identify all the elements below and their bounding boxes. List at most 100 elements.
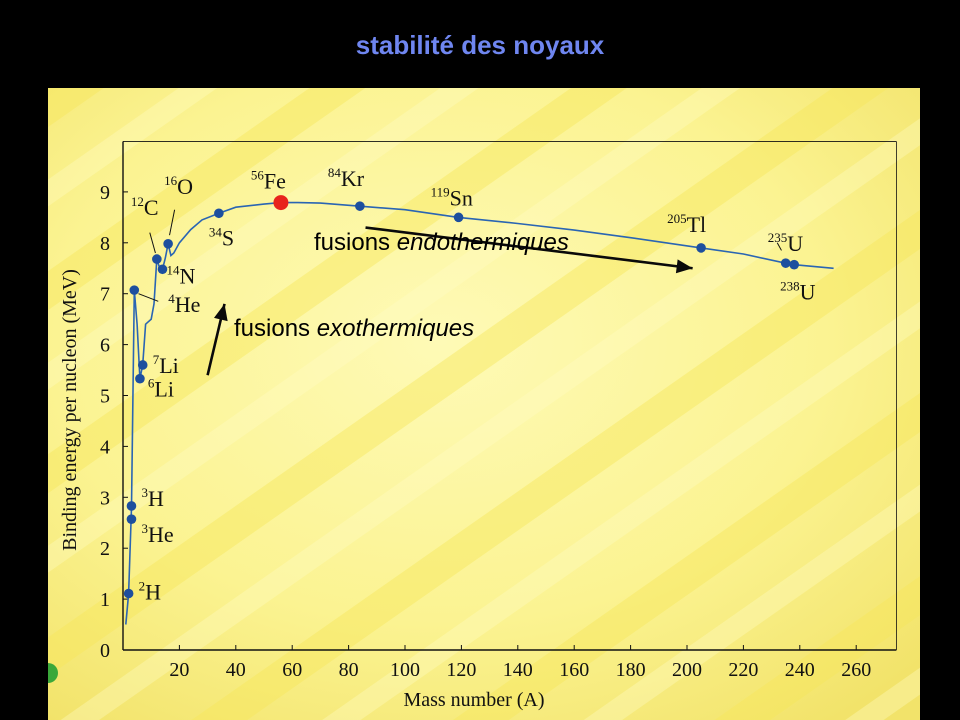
element-symbol: Tl <box>687 212 707 237</box>
mass-number: 4 <box>168 291 175 306</box>
element-symbol: H <box>145 580 161 605</box>
x-tick-label: 80 <box>339 659 359 681</box>
nuclide-point-7Li <box>137 360 148 370</box>
x-tick-label: 140 <box>503 659 533 681</box>
x-tick-label: 120 <box>446 659 476 681</box>
nuclide-label-4He: 4He <box>168 291 200 317</box>
x-tick-label: 100 <box>390 659 420 681</box>
element-symbol: Kr <box>341 166 365 191</box>
mass-number: 34 <box>209 224 223 239</box>
chart-photo: 0 1 2 3 4 5 6 7 8 9 20 40 60 80 100 120 140 160 180 200 220 2… <box>48 88 920 720</box>
endothermic-label: fusions endothermiques <box>314 229 569 256</box>
mass-number: 3 <box>141 521 148 536</box>
nuclide-point-119Sn <box>453 212 464 223</box>
nuclide-point-4He <box>129 285 140 295</box>
nuclide-label-84Kr: 84Kr <box>328 165 365 191</box>
nuclide-label-235U: 235U <box>768 230 804 256</box>
nuclide-point-34S <box>214 208 224 219</box>
element-symbol: He <box>175 292 201 317</box>
slide-title: stabilité des noyaux <box>355 30 605 60</box>
element-symbol: Li <box>159 353 179 378</box>
nuclide-label-3H: 3H <box>141 485 164 511</box>
element-symbol: Fe <box>264 169 286 194</box>
x-tick-label: 240 <box>785 659 815 681</box>
nuclide-point-16O <box>163 239 173 249</box>
nuclide-point-6Li <box>135 373 145 384</box>
exothermic-label: fusions exothermiques <box>234 315 474 342</box>
y-tick-label: 1 <box>100 589 110 611</box>
mass-number: 56 <box>251 168 264 183</box>
x-tick-label: 180 <box>616 659 646 681</box>
exothermic-label-italic: exothermiques <box>317 315 474 342</box>
x-tick-label: 20 <box>169 659 189 681</box>
endothermic-arrow-shaft <box>365 226 693 270</box>
curve-layer <box>125 201 834 625</box>
element-symbol: U <box>800 280 816 305</box>
nuclide-label-3He: 3He <box>141 521 173 547</box>
points-layer <box>123 195 799 599</box>
green-sticker <box>48 663 58 683</box>
binding-energy-curve <box>125 201 834 625</box>
y-axis-title: Binding energy per nucleon (MeV) <box>59 269 81 551</box>
nuclide-label-14N: 14N <box>166 262 195 288</box>
mass-number: 12 <box>131 194 144 209</box>
label-leader-line <box>169 209 176 236</box>
endothermic-label-plain: fusions <box>314 229 397 256</box>
element-symbol: Sn <box>450 185 473 210</box>
y-tick-label: 4 <box>100 436 110 458</box>
mass-number: 16 <box>164 173 178 188</box>
x-axis-title: Mass number (A) <box>403 689 544 711</box>
x-tick-label: 160 <box>559 659 589 681</box>
endothermic-arrow-head <box>675 259 693 274</box>
nuclide-label-7Li: 7Li <box>153 352 179 378</box>
exothermic-label-plain: fusions <box>234 315 317 342</box>
nuclide-label-6Li: 6Li <box>148 376 174 402</box>
endothermic-label-italic: endothermiques <box>397 229 569 256</box>
element-symbol: C <box>144 195 159 220</box>
element-symbol: H <box>148 486 164 511</box>
mass-number: 238 <box>780 279 800 294</box>
x-tick-label: 260 <box>841 659 871 681</box>
element-symbol: U <box>787 231 803 256</box>
element-symbol: He <box>148 522 174 547</box>
nuclide-label-119Sn: 119Sn <box>431 184 473 210</box>
y-tick-label: 5 <box>100 386 110 408</box>
nuclide-point-84Kr <box>355 201 365 211</box>
nuclide-point-12C <box>152 254 162 264</box>
nuclide-point-2H <box>123 588 134 599</box>
mass-number: 205 <box>667 211 687 226</box>
y-tick-label: 8 <box>100 233 110 255</box>
nuclide-label-12C: 12C <box>131 194 159 220</box>
label-leader-line <box>138 293 159 302</box>
nuclide-label-2H: 2H <box>139 579 162 605</box>
element-symbol: O <box>177 174 193 199</box>
nuclide-label-34S: 34S <box>209 224 234 250</box>
nuclide-point-205Tl <box>696 243 706 253</box>
y-tick-label: 0 <box>100 640 110 662</box>
y-tick-label: 2 <box>100 538 110 560</box>
y-tick-label: 7 <box>100 284 110 306</box>
x-tick-label: 200 <box>672 659 702 681</box>
nuclide-point-238U <box>789 259 799 270</box>
element-symbol: N <box>179 263 195 288</box>
y-tick-label: 3 <box>100 487 110 509</box>
mass-number: 6 <box>148 376 155 391</box>
nuclide-label-56Fe: 56Fe <box>251 168 286 194</box>
label-leader-line <box>149 232 156 254</box>
paper-texture <box>48 88 920 720</box>
exothermic-arrow-head <box>214 303 228 322</box>
mass-number: 3 <box>141 485 148 500</box>
nuclide-point-56Fe <box>273 195 289 211</box>
x-tick-label: 60 <box>282 659 302 681</box>
element-symbol: S <box>222 225 234 250</box>
y-tick-label: 6 <box>100 335 110 357</box>
nuclide-point-3He <box>126 514 137 524</box>
mass-number: 84 <box>328 165 342 180</box>
mass-number: 119 <box>431 184 450 199</box>
mass-number: 14 <box>166 262 180 277</box>
mass-number: 2 <box>139 579 146 594</box>
